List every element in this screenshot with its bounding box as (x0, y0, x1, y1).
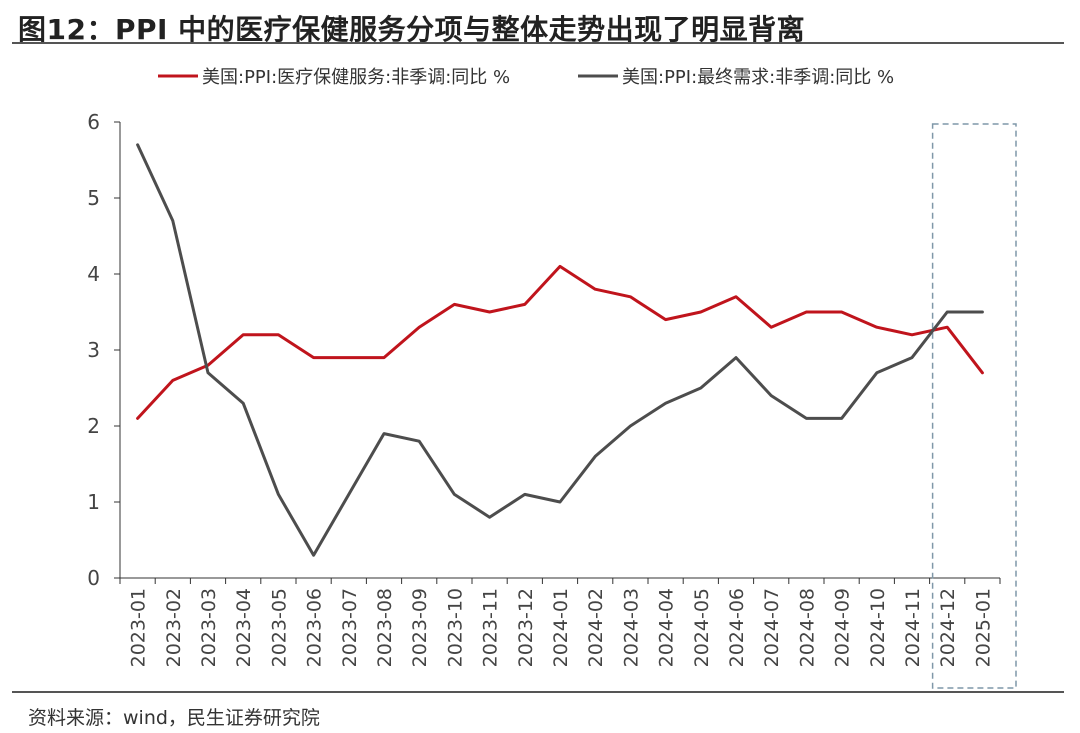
x-tick-label: 2024-05 (691, 588, 713, 667)
y-tick-label: 4 (87, 262, 100, 286)
x-tick-label: 2023-09 (409, 588, 431, 667)
x-tick-label: 2023-10 (444, 588, 466, 667)
x-tick-label: 2024-03 (620, 588, 642, 667)
x-tick-label: 2024-07 (761, 588, 783, 667)
legend-label-2: 美国:PPI:最终需求:非季调:同比 % (622, 67, 894, 88)
x-tick-label: 2023-08 (374, 588, 396, 667)
x-tick-label: 2023-03 (198, 588, 220, 667)
title-rule (12, 42, 1064, 44)
x-tick-label: 2024-11 (902, 588, 924, 667)
x-tick-label: 2025-01 (972, 588, 994, 667)
y-tick-label: 6 (87, 110, 100, 134)
x-tick-label: 2023-12 (515, 588, 537, 667)
x-tick-label: 2024-09 (832, 588, 854, 667)
y-tick-label: 1 (87, 490, 100, 514)
x-tick-label: 2023-02 (163, 588, 185, 667)
source-note: 资料来源：wind，民生证券研究院 (28, 707, 320, 729)
x-tick-label: 2024-06 (726, 588, 748, 667)
x-tick-label: 2024-04 (656, 588, 678, 667)
series-line-2 (136, 143, 984, 557)
x-tick-label: 2023-06 (304, 588, 326, 667)
x-tick-label: 2023-05 (268, 588, 290, 667)
x-tick-label: 2024-08 (796, 588, 818, 667)
x-tick-label: 2024-02 (585, 588, 607, 667)
highlight-box (931, 123, 1017, 689)
legend: 美国:PPI:医疗保健服务:非季调:同比 % 美国:PPI:最终需求:非季调:同比… (158, 67, 894, 88)
legend-label-1: 美国:PPI:医疗保健服务:非季调:同比 % (202, 67, 510, 88)
x-tick-label: 2024-10 (867, 588, 889, 667)
figure-title: 图12：PPI 中的医疗保健服务分项与整体走势出现了明显背离 (18, 13, 806, 46)
x-tick-label: 2023-01 (128, 588, 150, 667)
y-tick-label: 2 (87, 414, 100, 438)
x-tick-label: 2024-01 (550, 588, 572, 667)
highlight-layer (931, 123, 1017, 689)
x-tick-label: 2024-12 (937, 588, 959, 667)
x-tick-label: 2023-04 (233, 588, 255, 667)
x-tick-label: 2023-07 (339, 588, 361, 667)
axes: 0 1 2 3 4 5 6 2023-01 2023-02 2023-03 2023-04 2023-… (87, 110, 1001, 667)
source-rule (12, 691, 1064, 693)
y-tick-label: 3 (87, 338, 100, 362)
series-line-1 (136, 264, 984, 420)
y-tick-label: 0 (87, 566, 100, 590)
series-layer (136, 143, 984, 557)
y-tick-label: 5 (87, 186, 100, 210)
x-tick-label: 2023-11 (480, 588, 502, 667)
